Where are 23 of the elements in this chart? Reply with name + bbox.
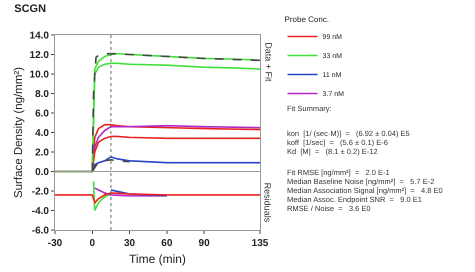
text: Data + Fit (263, 42, 274, 82)
y-tick-label: -2.0 (32, 186, 50, 198)
x-tick-label: 30 (124, 238, 136, 249)
x-axis-title: Time (min) (129, 252, 186, 266)
y-tick-label: -4.0 (32, 206, 50, 217)
x-tick-label: 60 (161, 238, 173, 249)
y-tick-label: 12.0 (30, 50, 50, 61)
y-tick-label: 14.0 (30, 30, 50, 42)
y-tick-label: 10.0 (30, 70, 50, 80)
y-tick-label: 8.0 (35, 89, 50, 100)
y-tick-label: 6.0 (35, 108, 50, 120)
y-tick-label: 4.0 (35, 128, 50, 139)
y-tick-label: 0.0 (35, 167, 50, 178)
y-tick-label: -6.0 (32, 226, 50, 236)
x-tick-label: 90 (198, 238, 210, 249)
x-tick-label: 0 (89, 238, 96, 249)
x-tick-label: 135 (252, 238, 269, 249)
x-tick-label: -30 (48, 238, 63, 249)
text: Residuals (262, 182, 273, 223)
y-axis-title: Surface Density (ng/mm²) (13, 66, 26, 198)
y-tick-label: 2.0 (35, 148, 50, 158)
chart-title: SCGN (14, 2, 46, 15)
legend-title: Probe Conc. (284, 15, 330, 24)
